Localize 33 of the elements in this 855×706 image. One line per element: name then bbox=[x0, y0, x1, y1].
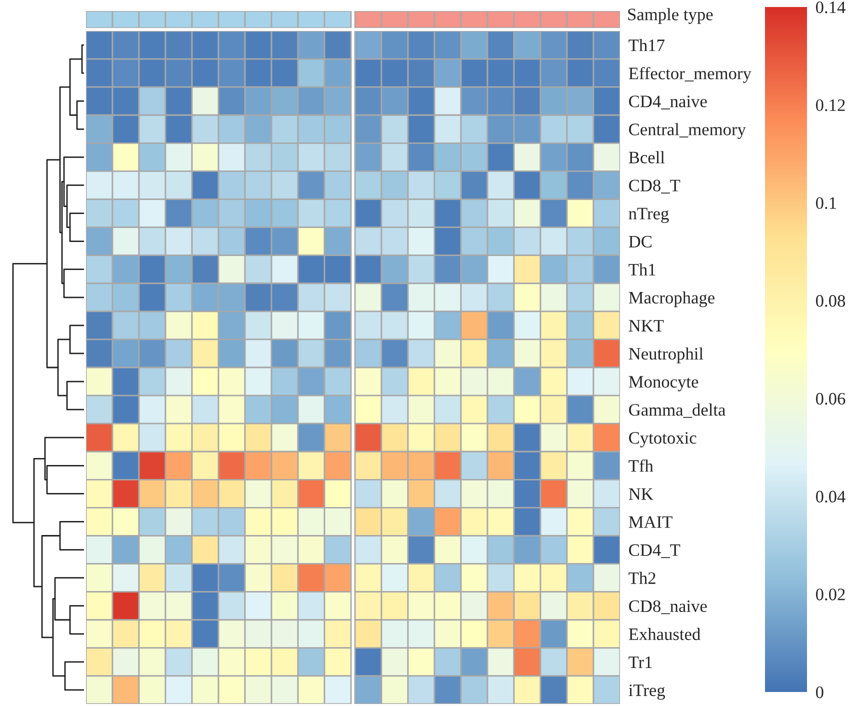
y-tick-label: Th2 bbox=[628, 572, 656, 584]
y-tick-label: CD8_T bbox=[629, 180, 680, 194]
text: Sample type bbox=[628, 8, 713, 24]
y-tick-label: Tr1 bbox=[628, 656, 652, 668]
y-tick-label: MAIT bbox=[628, 516, 672, 528]
color-bar-label: 0 bbox=[816, 686, 824, 698]
color-bar-label: 0.04 bbox=[816, 490, 846, 503]
y-tick-label: Cytotoxic bbox=[629, 432, 696, 448]
y-tick-label: CD4_naive bbox=[629, 96, 707, 110]
y-tick-label: CD8_naive bbox=[629, 600, 707, 614]
color-bar-label: 0.06 bbox=[816, 392, 846, 405]
y-tick-label: Neutrophil bbox=[628, 347, 704, 364]
color-bar-label: 0.1 bbox=[816, 197, 836, 209]
y-tick-label: iTreg bbox=[628, 684, 665, 700]
y-tick-label: CD4_T bbox=[629, 544, 680, 558]
y-tick-label: Macrophage bbox=[628, 291, 714, 308]
y-tick-label: Bcell bbox=[628, 151, 665, 164]
y-tick-label: Th1 bbox=[628, 263, 656, 276]
y-tick-label: Tfh bbox=[628, 459, 654, 472]
y-tick-label: NKT bbox=[628, 320, 664, 332]
color-bar-label: 0.02 bbox=[816, 588, 845, 600]
color-bar-label: 0.12 bbox=[816, 99, 845, 112]
y-tick-label: Th17 bbox=[628, 38, 664, 52]
y-tick-label: nTreg bbox=[628, 208, 669, 224]
y-tick-label: Exhausted bbox=[628, 628, 700, 640]
y-tick-label: Effector_memory bbox=[628, 66, 752, 83]
y-tick-label: DC bbox=[628, 236, 652, 248]
y-tick-label: NK bbox=[628, 488, 654, 500]
y-tick-label: Monocyte bbox=[628, 376, 698, 392]
color-bar-label: 0.08 bbox=[816, 295, 846, 307]
y-tick-label: Gamma_delta bbox=[629, 404, 726, 418]
y-tick-label: Central_memory bbox=[629, 123, 746, 139]
color-bar-label: 0.14 bbox=[816, 1, 846, 14]
